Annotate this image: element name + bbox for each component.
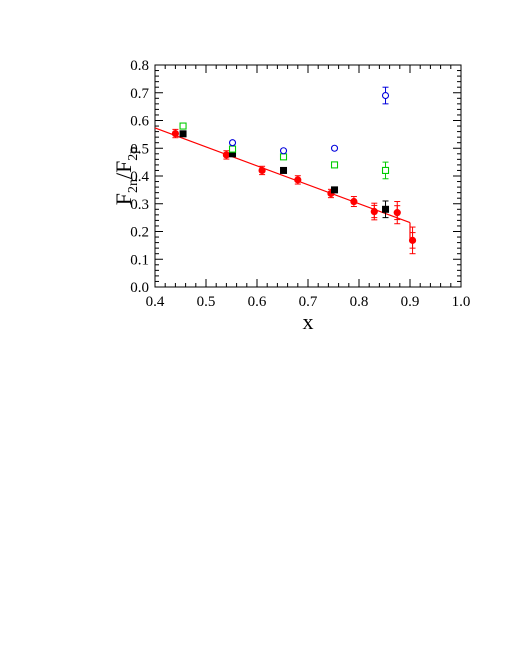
data-point <box>331 186 339 194</box>
data-marks <box>171 86 417 255</box>
axis-ticks <box>154 64 462 288</box>
y-axis-label-sub2: 2p <box>126 147 141 161</box>
data-point <box>381 166 390 174</box>
data-point <box>179 130 187 138</box>
x-tick-label: 0.4 <box>146 294 165 310</box>
series-filled-square <box>179 130 390 219</box>
data-point <box>228 145 237 153</box>
fit-line <box>154 127 411 224</box>
data-point <box>382 205 390 213</box>
tick-labels: 0.4 0.5 0.6 0.7 0.8 0.9 1.0 0.0 0.1 0.2 0.3 0.4 0.5 0… <box>130 58 470 310</box>
data-point <box>294 176 302 184</box>
y-axis-label: F2n/F2p <box>111 147 141 206</box>
fit-line-group <box>154 127 411 241</box>
data-point <box>258 166 266 175</box>
data-point <box>279 153 288 161</box>
data-point <box>280 166 288 174</box>
y-tick-label: 0.0 <box>130 280 149 296</box>
data-point <box>330 144 339 152</box>
data-point <box>179 122 187 130</box>
x-tick-label: 0.7 <box>299 294 318 310</box>
x-tick-label: 0.8 <box>350 294 369 310</box>
data-point <box>171 129 179 138</box>
data-point <box>330 161 339 169</box>
data-point <box>381 91 390 100</box>
y-tick-label: 0.7 <box>130 86 149 102</box>
data-point <box>370 207 378 216</box>
y-tick-label: 0.3 <box>130 197 149 213</box>
data-point <box>229 150 237 158</box>
data-point <box>408 236 417 244</box>
data-point <box>228 139 237 147</box>
y-tick-label: 0.8 <box>130 58 149 74</box>
data-point <box>393 209 401 217</box>
series-open-square <box>179 122 390 180</box>
y-tick-label: 0.6 <box>130 114 149 130</box>
series-open-circle <box>228 86 390 155</box>
x-tick-label: 1.0 <box>452 294 471 310</box>
data-point <box>350 197 358 206</box>
y-axis-label-sub1: 2n <box>126 179 141 193</box>
y-tick-label: 0.4 <box>130 169 149 185</box>
data-point <box>222 151 230 159</box>
x-tick-label: 0.6 <box>248 294 267 310</box>
y-tick-label: 0.1 <box>130 252 149 268</box>
data-point <box>279 147 288 155</box>
x-axis-label: x <box>303 309 314 334</box>
x-tick-label: 0.9 <box>401 294 420 310</box>
y-tick-label: 0.2 <box>130 225 149 241</box>
series-filled-circle <box>171 128 417 255</box>
x-tick-label: 0.5 <box>197 294 216 310</box>
y-axis-label-main: F <box>111 193 136 205</box>
y-axis-label-sep: /F <box>111 161 136 179</box>
y-tick-label: 0.5 <box>130 141 149 157</box>
